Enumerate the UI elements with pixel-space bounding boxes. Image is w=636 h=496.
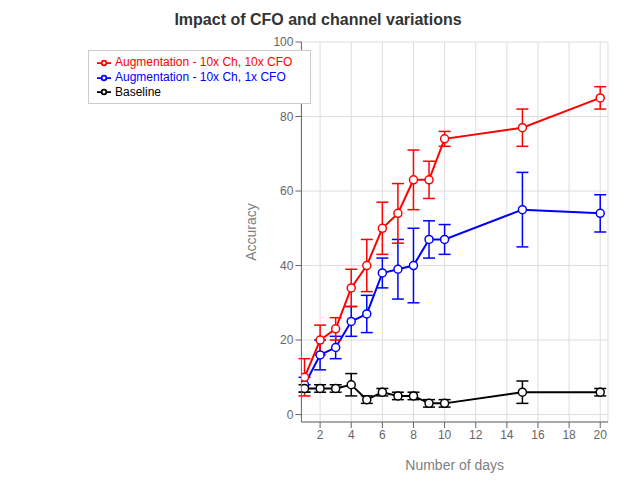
svg-text:6: 6 [379, 428, 386, 442]
html-text:Augmentation - 10x Ch, 1x CFO: Augmentation - 10x Ch, 1x CFO [115, 69, 286, 84]
svg-text:16: 16 [531, 428, 545, 442]
svg-text:Number of days: Number of days [405, 457, 504, 473]
html-text:Augmentation - 10x Ch, 10x CFO: Augmentation - 10x Ch, 10x CFO [115, 55, 293, 69]
svg-text:80: 80 [280, 110, 294, 124]
svg-text:14: 14 [500, 428, 514, 442]
svg-text:20: 20 [594, 428, 608, 442]
svg-text:12: 12 [469, 428, 483, 442]
svg-text:60: 60 [280, 184, 294, 198]
html-text:Baseline: Baseline [115, 84, 161, 99]
svg-text:100: 100 [273, 35, 293, 49]
svg-text:2: 2 [317, 428, 324, 442]
svg-text:Accuracy: Accuracy [243, 203, 259, 261]
svg-text:40: 40 [280, 259, 294, 273]
svg-text:0: 0 [287, 408, 294, 422]
svg-text:18: 18 [562, 428, 576, 442]
svg-text:4: 4 [348, 428, 355, 442]
html-text:Impact of CFO and channel vari: Impact of CFO and channel variations [174, 11, 462, 28]
svg-text:20: 20 [280, 333, 294, 347]
svg-text:10: 10 [438, 428, 452, 442]
svg-text:8: 8 [410, 428, 417, 442]
